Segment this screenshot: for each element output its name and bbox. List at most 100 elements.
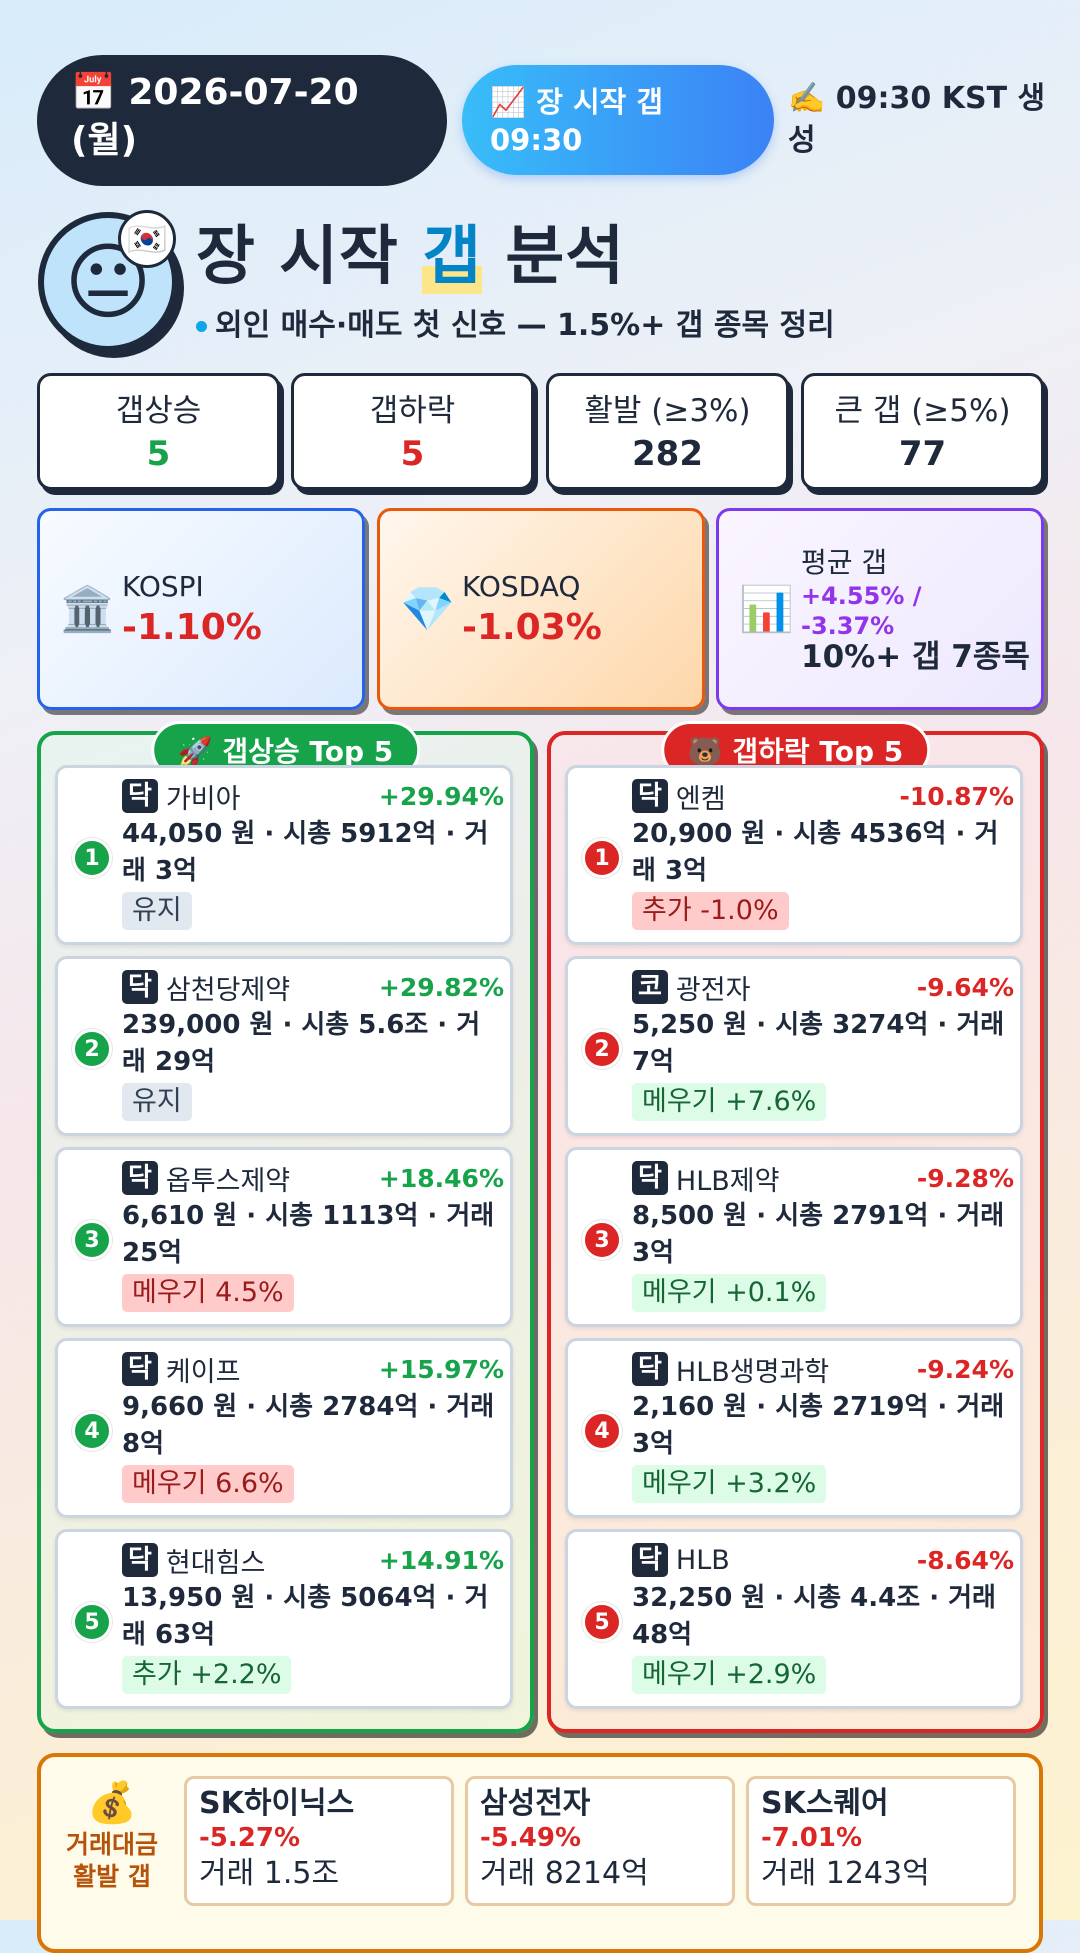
stock-name: 엔켐 <box>675 783 726 815</box>
stat-label: 갭하락 <box>369 393 456 429</box>
flag-icon: 🇰🇷 <box>118 210 176 268</box>
stock-card: 5 닥 HLB -8.64% 32,250 원 · 시총 4.4조 · 거래 48억 메우… <box>565 1529 1023 1709</box>
stock-change: -8.64% <box>916 1545 1014 1575</box>
stock-header: 닥 옵투스제약 +18.46% <box>122 1158 504 1198</box>
active-change: -5.49% <box>480 1823 581 1853</box>
stock-change: -9.64% <box>916 972 1014 1002</box>
rank-badge: 2 <box>582 1029 622 1069</box>
rank-badge: 5 <box>72 1602 112 1642</box>
subtitle-text: 외인 매수·매도 첫 신호 — 1.5%+ 갭 종목 정리 <box>215 308 835 343</box>
active-name: SK하이닉스 <box>199 1786 355 1821</box>
title-text: 장 시작 <box>196 220 423 294</box>
stat-value: 282 <box>632 434 703 474</box>
stat-value: 5 <box>146 434 171 474</box>
stock-card: 3 닥 옵투스제약 +18.46% 6,610 원 · 시총 1113억 · 거래 25… <box>55 1147 513 1327</box>
index-icon: 💎 <box>400 584 455 635</box>
stock-card: 2 닥 삼천당제약 +29.82% 239,000 원 · 시총 5.6조 · 거래 2… <box>55 956 513 1136</box>
stock-name: 케이프 <box>165 1356 241 1388</box>
active-icon: 💰 <box>87 1780 137 1826</box>
bullet <box>196 321 207 332</box>
status-tag: 유지 <box>122 892 192 930</box>
status-tag: 메우기 +2.9% <box>632 1656 827 1694</box>
stock-card: 1 닥 가비아 +29.94% 44,050 원 · 시총 5912억 · 거래 3억 유… <box>55 765 513 945</box>
market-badge: 닥 <box>122 779 158 813</box>
rank-badge: 2 <box>72 1029 112 1069</box>
rank-badge: 4 <box>582 1411 622 1451</box>
stock-card: 4 닥 케이프 +15.97% 9,660 원 · 시총 2784억 · 거래 8억 메우… <box>55 1338 513 1518</box>
stat-value: 77 <box>898 434 947 474</box>
stock-content: 닥 옵투스제약 +18.46% 6,610 원 · 시총 1113억 · 거래 25억… <box>122 1158 504 1312</box>
stock-content: 닥 HLB생명과학 -9.24% 2,160 원 · 시총 2719억 · 거래 3억… <box>632 1349 1014 1503</box>
stock-name: HLB제약 <box>675 1165 780 1197</box>
index-name: KOSDAQ <box>462 570 581 603</box>
market-badge: 닥 <box>632 779 668 813</box>
stock-content: 닥 HLB -8.64% 32,250 원 · 시총 4.4조 · 거래 48억 메우기… <box>632 1540 1014 1694</box>
average-text: 평균 갭 +4.55% / -3.37% 10%+ 갭 7종목 <box>801 545 1031 673</box>
market-badge: 코 <box>632 970 668 1004</box>
stock-detail: 2,160 원 · 시총 2719억 · 거래 3억 <box>632 1392 1005 1459</box>
title-highlight: 갭 <box>422 220 483 294</box>
active-card: SK하이닉스 -5.27% 거래 1.5조 <box>184 1776 454 1906</box>
index-text: KOSPI -1.10% <box>122 568 262 650</box>
panel: 🚀 갭상승 Top 5 1 닥 가비아 +29.94% 44,050 원 · 시총 591… <box>37 721 534 1733</box>
page-title: 장 시작 갭 분석 <box>196 205 625 297</box>
stat-box: 큰 갭 (≥5%) 77 <box>801 373 1044 490</box>
stat-label: 활발 (≥3%) <box>584 393 751 429</box>
stat-box: 갭상승 5 <box>37 373 280 490</box>
status-tag: 메우기 +7.6% <box>632 1083 827 1121</box>
stock-detail: 5,250 원 · 시총 3274억 · 거래 7억 <box>632 1010 1005 1077</box>
stock-card: 2 코 광전자 -9.64% 5,250 원 · 시총 3274억 · 거래 7억 메우기… <box>565 956 1023 1136</box>
active-name: SK스퀘어 <box>761 1786 889 1821</box>
status-tag: 메우기 6.6% <box>122 1465 294 1503</box>
stock-change: -10.87% <box>899 781 1014 811</box>
active-change: -7.01% <box>761 1823 862 1853</box>
stock-detail: 20,900 원 · 시총 4536억 · 거래 3억 <box>632 819 999 886</box>
average-card: 📊 평균 갭 +4.55% / -3.37% 10%+ 갭 7종목 <box>716 508 1044 710</box>
index-card: 💎 KOSDAQ -1.03% <box>377 508 705 710</box>
average-note: 10%+ 갭 7종목 <box>801 639 1030 675</box>
stat-label: 큰 갭 (≥5%) <box>834 393 1011 429</box>
active-change: -5.27% <box>199 1823 300 1853</box>
stock-detail: 9,660 원 · 시총 2784억 · 거래 8억 <box>122 1392 495 1459</box>
active-volume: 거래 1243억 <box>761 1856 930 1891</box>
average-label: 평균 갭 <box>801 546 888 579</box>
stock-change: +29.82% <box>378 972 504 1002</box>
stock-name: HLB <box>675 1544 730 1576</box>
status-tag: 추가 -1.0% <box>632 892 789 930</box>
stock-name: 현대힘스 <box>165 1547 266 1579</box>
active-label: 거래대금 활발 갭 <box>65 1830 158 1891</box>
stock-header: 닥 HLB -8.64% <box>632 1540 1014 1580</box>
market-badge: 닥 <box>122 1352 158 1386</box>
stat-box: 갭하락 5 <box>291 373 534 490</box>
status-tag: 메우기 4.5% <box>122 1274 294 1312</box>
stock-content: 닥 케이프 +15.97% 9,660 원 · 시총 2784억 · 거래 8억 메우기… <box>122 1349 504 1503</box>
stock-change: +14.91% <box>378 1545 504 1575</box>
rank-badge: 4 <box>72 1411 112 1451</box>
stock-detail: 6,610 원 · 시총 1113억 · 거래 25억 <box>122 1201 495 1268</box>
title-text: 분석 <box>482 220 626 294</box>
active-card: SK스퀘어 -7.01% 거래 1243억 <box>746 1776 1016 1906</box>
stock-header: 닥 가비아 +29.94% <box>122 776 504 816</box>
stock-detail: 13,950 원 · 시총 5064억 · 거래 63억 <box>122 1583 489 1650</box>
date-pill: 📅 2026-07-20 (월) <box>37 55 447 186</box>
session-pill: 📈 장 시작 갭 09:30 <box>462 65 774 175</box>
index-icon: 🏛️ <box>60 584 115 635</box>
stock-content: 코 광전자 -9.64% 5,250 원 · 시총 3274억 · 거래 7억 메우기 … <box>632 967 1014 1121</box>
index-change: -1.03% <box>462 607 602 648</box>
rank-badge: 1 <box>582 838 622 878</box>
active-card: 삼성전자 -5.49% 거래 8214억 <box>465 1776 735 1906</box>
stock-detail: 8,500 원 · 시총 2791억 · 거래 3억 <box>632 1201 1005 1268</box>
stock-content: 닥 HLB제약 -9.28% 8,500 원 · 시총 2791억 · 거래 3억 메우… <box>632 1158 1014 1312</box>
market-badge: 닥 <box>632 1543 668 1577</box>
rank-badge: 5 <box>582 1602 622 1642</box>
rank-badge: 1 <box>72 838 112 878</box>
stock-name: 옵투스제약 <box>165 1165 291 1197</box>
stock-header: 닥 HLB생명과학 -9.24% <box>632 1349 1014 1389</box>
stock-header: 닥 현대힘스 +14.91% <box>122 1540 504 1580</box>
stock-header: 닥 엔켐 -10.87% <box>632 776 1014 816</box>
stock-change: +18.46% <box>378 1163 504 1193</box>
